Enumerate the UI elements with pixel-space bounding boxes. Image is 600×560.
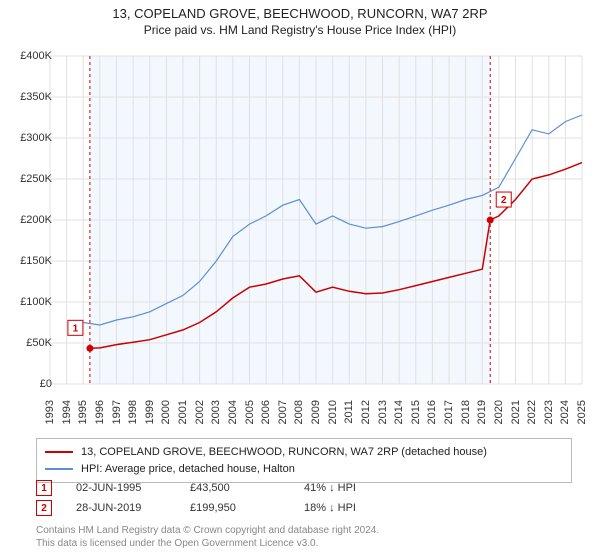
event-marker-1: 1 bbox=[36, 480, 52, 496]
copyright-block: Contains HM Land Registry data © Crown c… bbox=[36, 524, 379, 550]
event-date-1: 02-JUN-1995 bbox=[76, 482, 166, 494]
y-tick-label: £400K bbox=[20, 50, 52, 62]
y-tick-label: £0 bbox=[40, 378, 52, 390]
x-tick-label: 2025 bbox=[576, 400, 588, 424]
x-tick-label: 2018 bbox=[460, 400, 472, 424]
x-tick-label: 2009 bbox=[310, 400, 322, 424]
x-tick-label: 2005 bbox=[244, 400, 256, 424]
x-tick-label: 2010 bbox=[327, 400, 339, 424]
event-delta-2: 18% ↓ HPI bbox=[304, 502, 394, 514]
x-tick-label: 2020 bbox=[493, 400, 505, 424]
y-tick-label: £150K bbox=[20, 255, 52, 267]
x-tick-label: 2002 bbox=[194, 400, 206, 424]
x-tick-label: 1999 bbox=[144, 400, 156, 424]
x-tick-label: 2003 bbox=[210, 400, 222, 424]
title-block: 13, COPELAND GROVE, BEECHWOOD, RUNCORN, … bbox=[0, 0, 600, 37]
event-row-2: 2 28-JUN-2019 £199,950 18% ↓ HPI bbox=[36, 500, 572, 516]
chart-title: 13, COPELAND GROVE, BEECHWOOD, RUNCORN, … bbox=[0, 6, 600, 21]
x-tick-label: 1996 bbox=[94, 400, 106, 424]
x-tick-label: 2011 bbox=[343, 400, 355, 424]
x-tick-label: 1994 bbox=[61, 400, 73, 424]
event-price-1: £43,500 bbox=[190, 482, 280, 494]
y-tick-label: £300K bbox=[20, 132, 52, 144]
event-price-2: £199,950 bbox=[190, 502, 280, 514]
x-tick-label: 2008 bbox=[293, 400, 305, 424]
x-tick-label: 2004 bbox=[227, 400, 239, 424]
x-tick-label: 2022 bbox=[526, 400, 538, 424]
x-tick-label: 1995 bbox=[77, 400, 89, 424]
chart-subtitle: Price paid vs. HM Land Registry's House … bbox=[0, 23, 600, 37]
y-tick-label: £250K bbox=[20, 173, 52, 185]
x-tick-label: 2016 bbox=[426, 400, 438, 424]
legend-label-1: 13, COPELAND GROVE, BEECHWOOD, RUNCORN, … bbox=[81, 444, 487, 461]
x-tick-label: 2024 bbox=[559, 400, 571, 424]
event-delta-1: 41% ↓ HPI bbox=[304, 482, 394, 494]
copyright-line-1: Contains HM Land Registry data © Crown c… bbox=[36, 524, 379, 537]
x-tick-label: 2006 bbox=[260, 400, 272, 424]
y-tick-label: £50K bbox=[26, 337, 52, 349]
x-tick-label: 2023 bbox=[543, 400, 555, 424]
x-tick-label: 2000 bbox=[160, 400, 172, 424]
svg-text:2: 2 bbox=[501, 195, 507, 206]
chart-plot-area: 12 bbox=[46, 50, 586, 390]
legend-swatch-2 bbox=[45, 468, 73, 470]
legend-box: 13, COPELAND GROVE, BEECHWOOD, RUNCORN, … bbox=[36, 438, 572, 483]
x-tick-label: 1997 bbox=[111, 400, 123, 424]
legend-swatch-1 bbox=[45, 451, 73, 453]
x-tick-label: 2001 bbox=[177, 400, 189, 424]
y-tick-label: £350K bbox=[20, 91, 52, 103]
x-tick-label: 2013 bbox=[377, 400, 389, 424]
legend-label-2: HPI: Average price, detached house, Halt… bbox=[81, 461, 295, 478]
x-tick-label: 2017 bbox=[443, 400, 455, 424]
event-row-1: 1 02-JUN-1995 £43,500 41% ↓ HPI bbox=[36, 480, 572, 496]
y-tick-label: £100K bbox=[20, 296, 52, 308]
x-tick-label: 2012 bbox=[360, 400, 372, 424]
x-tick-label: 2021 bbox=[510, 400, 522, 424]
event-rows: 1 02-JUN-1995 £43,500 41% ↓ HPI 2 28-JUN… bbox=[36, 480, 572, 520]
legend-row-series1: 13, COPELAND GROVE, BEECHWOOD, RUNCORN, … bbox=[45, 444, 563, 461]
x-tick-label: 1998 bbox=[127, 400, 139, 424]
copyright-line-2: This data is licensed under the Open Gov… bbox=[36, 537, 379, 550]
x-tick-label: 2015 bbox=[410, 400, 422, 424]
event-date-2: 28-JUN-2019 bbox=[76, 502, 166, 514]
x-tick-label: 2014 bbox=[393, 400, 405, 424]
event-marker-2: 2 bbox=[36, 500, 52, 516]
chart-svg: 12 bbox=[46, 50, 586, 390]
x-tick-label: 2007 bbox=[277, 400, 289, 424]
chart-container: 13, COPELAND GROVE, BEECHWOOD, RUNCORN, … bbox=[0, 0, 600, 560]
x-tick-label: 1993 bbox=[44, 400, 56, 424]
x-tick-label: 2019 bbox=[476, 400, 488, 424]
svg-text:1: 1 bbox=[73, 323, 79, 334]
y-tick-label: £200K bbox=[20, 214, 52, 226]
legend-row-series2: HPI: Average price, detached house, Halt… bbox=[45, 461, 563, 478]
